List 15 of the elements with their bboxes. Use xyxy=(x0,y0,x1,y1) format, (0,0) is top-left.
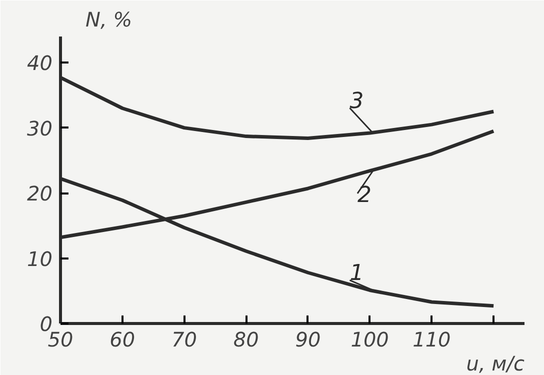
series-label: 1 xyxy=(350,261,364,286)
x-tick-label: 90 xyxy=(295,328,321,352)
x-axis-title: u, м/с xyxy=(466,352,525,375)
y-tick-label: 10 xyxy=(27,246,53,271)
x-tick-label: 70 xyxy=(172,328,197,352)
x-tick-label: 100 xyxy=(350,328,389,352)
y-axis-title: N, % xyxy=(86,8,132,32)
y-tick-label: 20 xyxy=(27,182,53,206)
series-label: 3 xyxy=(350,88,364,114)
series-label: 2 xyxy=(357,182,372,208)
x-tick-label: 60 xyxy=(110,328,136,352)
x-tick-label: 110 xyxy=(412,328,451,352)
y-tick-label: 30 xyxy=(27,116,53,140)
x-tick-label: 80 xyxy=(233,328,259,352)
y-tick-label: 40 xyxy=(27,51,53,76)
